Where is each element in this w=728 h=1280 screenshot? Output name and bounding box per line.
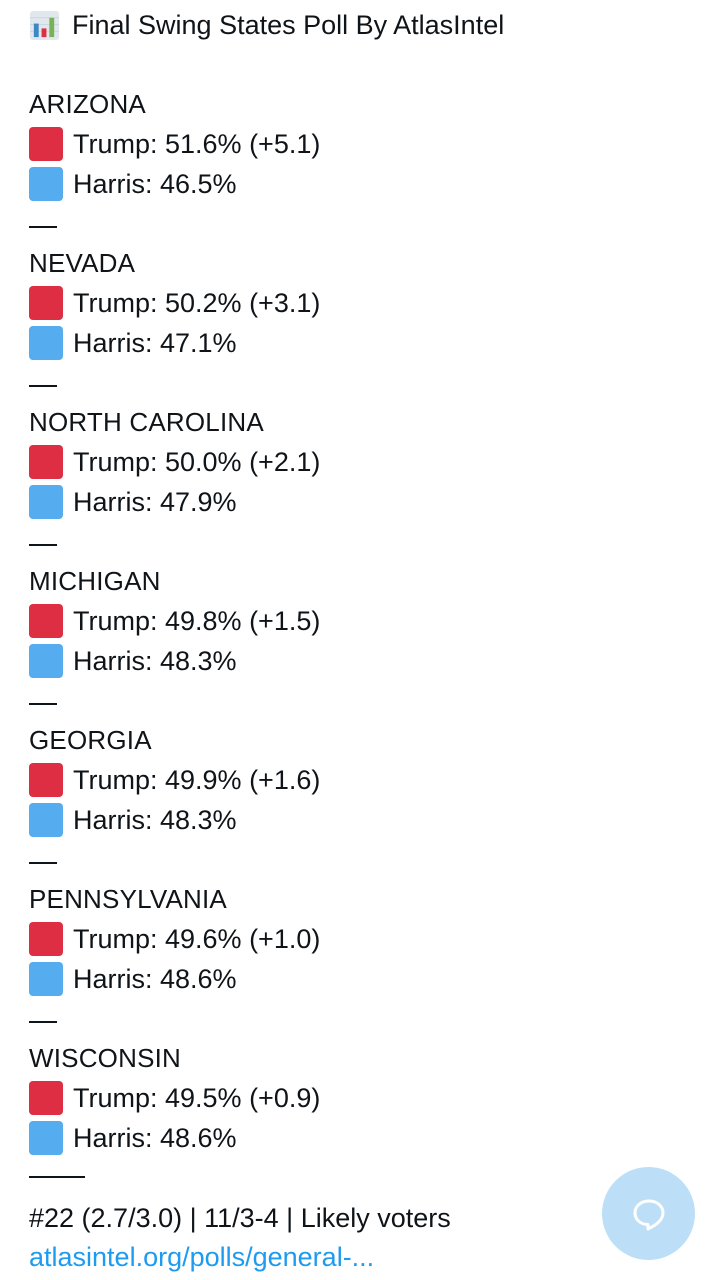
trump-row: Trump: 50.2% (+3.1) — [29, 283, 629, 323]
harris-row: Harris: 47.1% — [29, 323, 629, 363]
red-square-icon — [29, 445, 63, 479]
trump-row: Trump: 51.6% (+5.1) — [29, 124, 629, 164]
harris-result: Harris: 48.6% — [73, 1122, 237, 1153]
red-square-icon — [29, 763, 63, 797]
state-block-michigan: MICHIGAN Trump: 49.8% (+1.5) Harris: 48.… — [29, 561, 629, 721]
harris-row: Harris: 48.3% — [29, 800, 629, 840]
state-name: GEORGIA — [29, 725, 152, 755]
trump-result: Trump: 49.9% (+1.6) — [73, 764, 321, 795]
blue-square-icon — [29, 644, 63, 678]
separator — [29, 840, 629, 880]
chat-bubble-icon — [633, 1199, 664, 1230]
blue-square-icon — [29, 1121, 63, 1155]
blue-square-icon — [29, 962, 63, 996]
harris-result: Harris: 47.9% — [73, 486, 237, 517]
bar-chart-icon — [29, 10, 60, 40]
red-square-icon — [29, 604, 63, 638]
tweet-title-row: Final Swing States Poll By AtlasIntel — [29, 5, 504, 45]
state-block-arizona: ARIZONA Trump: 51.6% (+5.1) Harris: 46.5… — [29, 84, 629, 244]
blue-square-icon — [29, 803, 63, 837]
blue-square-icon — [29, 167, 63, 201]
harris-row: Harris: 48.6% — [29, 1118, 629, 1158]
poll-details: #22 (2.7/3.0) | 11/3-4 | Likely voters — [29, 1203, 451, 1233]
source-link[interactable]: atlasintel.org/polls/general-... — [29, 1242, 375, 1272]
harris-result: Harris: 48.3% — [73, 804, 237, 835]
state-name: WISCONSIN — [29, 1043, 182, 1073]
state-block-wisconsin: WISCONSIN Trump: 49.5% (+0.9) Harris: 48… — [29, 1038, 629, 1158]
state-name: ARIZONA — [29, 89, 146, 119]
harris-result: Harris: 48.3% — [73, 645, 237, 676]
separator — [29, 204, 629, 244]
red-square-icon — [29, 922, 63, 956]
blue-square-icon — [29, 326, 63, 360]
state-block-georgia: GEORGIA Trump: 49.9% (+1.6) Harris: 48.3… — [29, 720, 629, 880]
trump-result: Trump: 49.5% (+0.9) — [73, 1082, 321, 1113]
red-square-icon — [29, 1081, 63, 1115]
state-block-pennsylvania: PENNSYLVANIA Trump: 49.6% (+1.0) Harris:… — [29, 879, 629, 1039]
trump-result: Trump: 50.2% (+3.1) — [73, 287, 321, 318]
compose-message-button[interactable] — [602, 1167, 695, 1260]
separator — [29, 999, 629, 1039]
harris-row: Harris: 48.3% — [29, 641, 629, 681]
section-divider — [29, 1176, 85, 1178]
harris-result: Harris: 46.5% — [73, 168, 237, 199]
separator — [29, 522, 629, 562]
trump-row: Trump: 50.0% (+2.1) — [29, 442, 629, 482]
harris-result: Harris: 48.6% — [73, 963, 237, 994]
blue-square-icon — [29, 485, 63, 519]
trump-row: Trump: 49.9% (+1.6) — [29, 760, 629, 800]
red-square-icon — [29, 127, 63, 161]
harris-result: Harris: 47.1% — [73, 327, 237, 358]
state-block-nevada: NEVADA Trump: 50.2% (+3.1) Harris: 47.1% — [29, 243, 629, 403]
state-block-north-carolina: NORTH CAROLINA Trump: 50.0% (+2.1) Harri… — [29, 402, 629, 562]
state-name: MICHIGAN — [29, 566, 161, 596]
harris-row: Harris: 46.5% — [29, 164, 629, 204]
trump-result: Trump: 49.6% (+1.0) — [73, 923, 321, 954]
trump-result: Trump: 51.6% (+5.1) — [73, 128, 321, 159]
red-square-icon — [29, 286, 63, 320]
trump-result: Trump: 50.0% (+2.1) — [73, 446, 321, 477]
harris-row: Harris: 47.9% — [29, 482, 629, 522]
trump-row: Trump: 49.5% (+0.9) — [29, 1078, 629, 1118]
state-name: NEVADA — [29, 248, 136, 278]
separator — [29, 681, 629, 721]
separator — [29, 363, 629, 403]
harris-row: Harris: 48.6% — [29, 959, 629, 999]
trump-row: Trump: 49.8% (+1.5) — [29, 601, 629, 641]
tweet-title: Final Swing States Poll By AtlasIntel — [72, 9, 505, 40]
state-name: NORTH CAROLINA — [29, 407, 264, 437]
trump-row: Trump: 49.6% (+1.0) — [29, 919, 629, 959]
state-name: PENNSYLVANIA — [29, 884, 227, 914]
trump-result: Trump: 49.8% (+1.5) — [73, 605, 321, 636]
